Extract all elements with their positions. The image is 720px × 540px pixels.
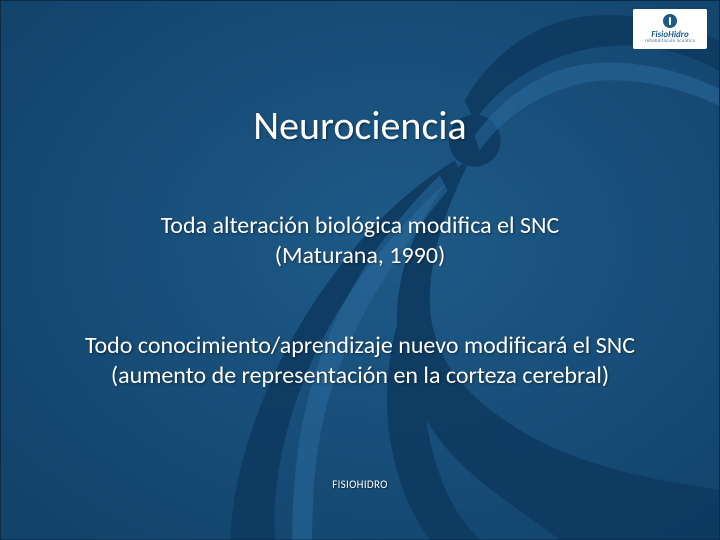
- paragraph-2-line-1: Todo conocimiento/aprendizaje nuevo modi…: [31, 331, 689, 361]
- slide-content: Neurociencia Toda alteración biológica m…: [1, 1, 719, 539]
- paragraph-2-line-2: (aumento de representación en la corteza…: [31, 361, 689, 391]
- slide-footer: FISIOHIDRO: [1, 478, 719, 491]
- slide: FisioHidro rehabilitación acuática Neuro…: [0, 0, 720, 540]
- paragraph-1-line-1: Toda alteración biológica modifica el SN…: [1, 211, 719, 241]
- slide-title: Neurociencia: [1, 101, 719, 150]
- paragraph-1: Toda alteración biológica modifica el SN…: [1, 211, 719, 271]
- paragraph-2: Todo conocimiento/aprendizaje nuevo modi…: [31, 331, 689, 391]
- paragraph-1-line-2: (Maturana, 1990): [1, 241, 719, 271]
